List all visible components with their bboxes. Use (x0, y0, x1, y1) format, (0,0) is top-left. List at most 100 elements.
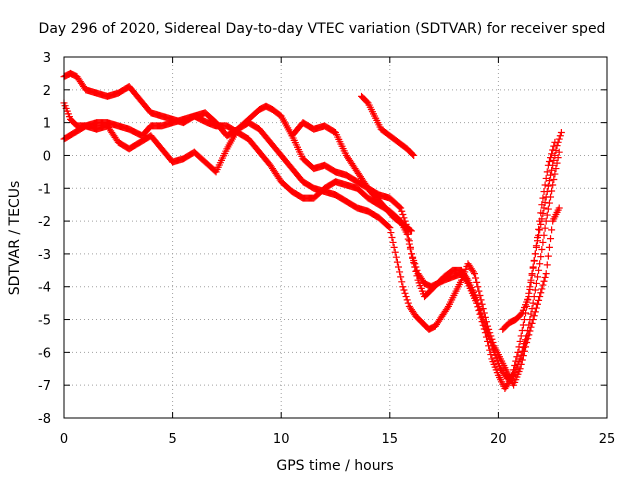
data-point (406, 226, 414, 234)
data-point (472, 274, 480, 282)
x-tick-label: 10 (273, 432, 290, 447)
data-point (401, 289, 409, 297)
data-point (541, 273, 549, 281)
data-point (543, 211, 551, 219)
data-point (519, 352, 527, 360)
data-point (522, 343, 530, 351)
data-point (514, 348, 522, 356)
data-point (537, 209, 545, 217)
data-point (408, 227, 416, 235)
y-tick-label: -2 (38, 215, 51, 230)
data-point (403, 296, 411, 304)
data-point (387, 229, 395, 237)
data-point (528, 271, 536, 279)
data-point (540, 188, 548, 196)
data-point (443, 304, 451, 312)
x-tick-label: 25 (599, 432, 616, 447)
data-point (544, 205, 552, 213)
data-point (529, 299, 537, 307)
data-point (478, 300, 486, 308)
data-point (536, 293, 544, 301)
data-point (547, 171, 555, 179)
data-point (538, 246, 546, 254)
data-point (543, 168, 551, 176)
data-point (469, 268, 477, 276)
y-tick-label: -8 (38, 412, 51, 427)
data-point (531, 308, 539, 316)
data-point (557, 128, 565, 136)
x-tick-label: 15 (382, 432, 399, 447)
x-axis-title: GPS time / hours (276, 458, 393, 474)
data-point (548, 150, 556, 158)
data-point (477, 296, 485, 304)
data-point (544, 252, 552, 260)
data-point (520, 316, 528, 324)
data-point (552, 165, 560, 173)
plot-frame (63, 56, 608, 419)
data-point (531, 250, 539, 258)
data-point (539, 281, 547, 289)
data-point (487, 351, 495, 359)
data-point (405, 237, 413, 245)
series-4 (288, 119, 416, 235)
data-point (544, 161, 552, 169)
data-point (533, 273, 541, 281)
data-point (525, 331, 533, 339)
data-point (548, 226, 556, 234)
data-point (413, 266, 421, 274)
data-point (516, 337, 524, 345)
data-point (399, 211, 407, 219)
x-tick-label: 20 (490, 432, 507, 447)
data-point (476, 291, 484, 299)
data-point (543, 261, 551, 269)
data-point (404, 299, 412, 307)
data-point (408, 250, 416, 258)
data-point (390, 243, 398, 251)
series-5 (358, 92, 418, 159)
data-point (528, 319, 536, 327)
x-tick-label: 0 (60, 432, 68, 447)
y-axis-title: SDTVAR / TECUs (7, 181, 23, 296)
data-point (396, 203, 404, 211)
data-point (532, 279, 540, 287)
data-point (524, 335, 532, 343)
data-point (527, 310, 535, 318)
y-tick-labels: -8 -7 -6 -5 -4 -3 -2 -1 0 1 2 3 (38, 51, 51, 427)
data-point (551, 151, 559, 159)
data-point (402, 293, 410, 301)
data-point (555, 135, 563, 143)
data-point (542, 270, 550, 278)
data-point (523, 339, 531, 347)
data-point (479, 321, 487, 329)
data-point (555, 148, 563, 156)
data-point (526, 327, 534, 335)
series-6 (499, 138, 559, 333)
data-point (555, 204, 563, 212)
data-point (541, 181, 549, 189)
data-point (538, 201, 546, 209)
series-1 (60, 99, 563, 383)
data-point (485, 325, 493, 333)
data-point (481, 313, 489, 321)
y-tick-label: 2 (43, 84, 51, 99)
data-point (388, 234, 396, 241)
data-point (518, 326, 526, 334)
chart-title: Day 296 of 2020, Sidereal Day-to-day VTE… (39, 21, 606, 37)
data-point (512, 357, 520, 365)
data-point (541, 224, 549, 232)
data-point (391, 248, 399, 256)
data-point (515, 343, 523, 351)
data-point (393, 258, 401, 266)
data-point (488, 335, 496, 343)
y-tick-label: -6 (38, 346, 51, 361)
data-point (547, 235, 555, 243)
data-point (517, 332, 525, 340)
data-point (463, 278, 471, 286)
data-point (542, 217, 550, 225)
data-point (525, 293, 533, 301)
data-point (400, 214, 408, 222)
data-point (475, 307, 483, 315)
data-point (549, 181, 557, 189)
